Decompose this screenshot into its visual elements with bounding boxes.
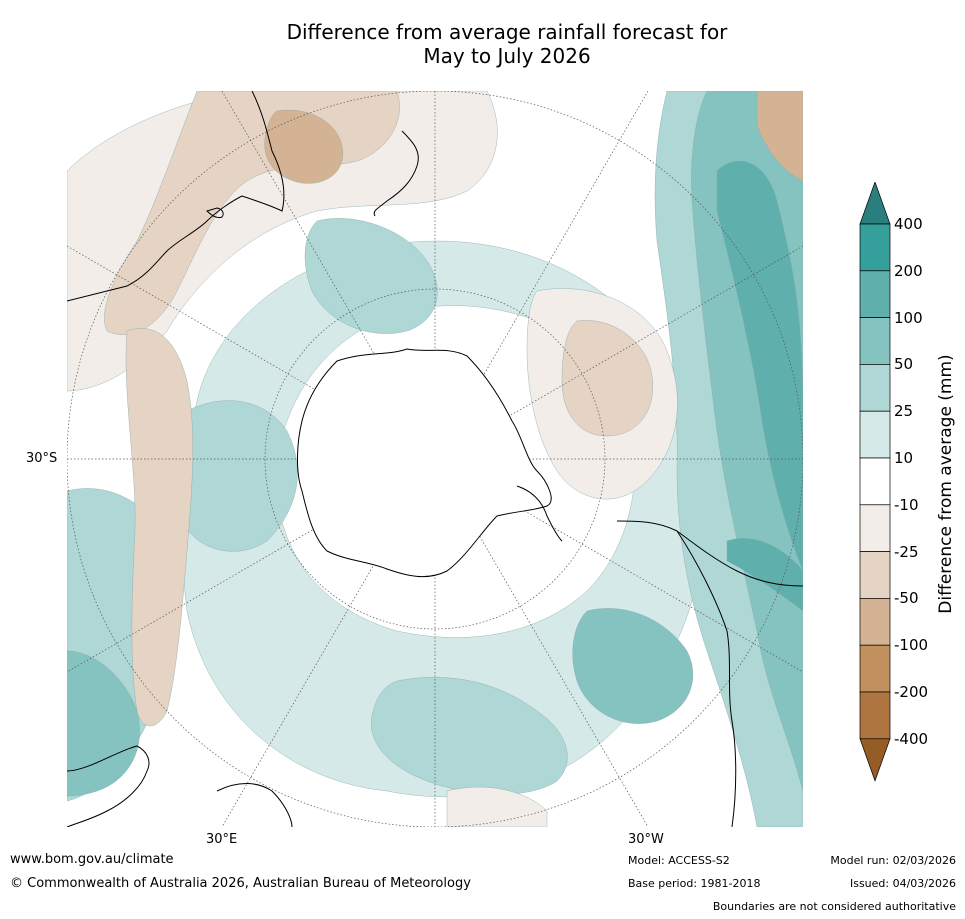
copyright-text: © Commonwealth of Australia 2026, Austra… (10, 876, 471, 891)
lon-label-30w: 30°W (628, 832, 664, 847)
south-america-outline (616, 520, 803, 587)
tasmania-outline (206, 207, 224, 219)
field-brown-25-westward (125, 328, 193, 727)
lat-label-30s: 30°S (26, 451, 58, 466)
rainfall-map[interactable] (67, 91, 803, 827)
disclaimer-text: Boundaries are not considered authoritat… (712, 900, 956, 913)
website-link[interactable]: www.bom.gov.au/climate (10, 852, 174, 867)
colorbar-tick-label: -200 (894, 683, 929, 701)
africa-outline (67, 745, 150, 827)
model-text: Model: ACCESS-S2 (628, 854, 730, 867)
base-period-text: Base period: 1981-2018 (628, 877, 761, 890)
title-line-1: Difference from average rainfall forecas… (286, 20, 728, 44)
field-teal-25-pacific (304, 218, 438, 334)
antarctic-peninsula (516, 485, 563, 542)
map-title: Difference from average rainfall forecas… (0, 20, 965, 68)
title-line-2: May to July 2026 (423, 44, 591, 68)
field-teal-25-south (371, 677, 568, 795)
model-run-text: Model run: 02/03/2026 (830, 854, 956, 867)
colorbar-tick-label: 25 (894, 402, 914, 421)
rainfall-map-svg (67, 91, 803, 827)
south-america-east-coast (676, 530, 737, 827)
new-zealand-outline (373, 130, 419, 217)
madagascar-outline (216, 783, 293, 827)
field-brown-10-southern (446, 786, 548, 827)
colorbar-segment (859, 644, 891, 693)
colorbar-over-triangle (859, 182, 891, 225)
colorbar-segment (859, 598, 891, 646)
colorbar-tick-label: 100 (894, 308, 923, 327)
colorbar-title: Difference from average (mm) (936, 354, 956, 614)
colorbar-segment (859, 270, 891, 318)
colorbar (859, 182, 891, 782)
colorbar-tick-label: 200 (894, 261, 923, 280)
colorbar-under-triangle (859, 738, 891, 782)
issued-text: Issued: 04/03/2026 (849, 877, 956, 890)
colorbar-tick-label: -25 (894, 542, 919, 561)
colorbar-segment (859, 364, 891, 412)
australia-outline (67, 91, 285, 302)
field-teal-100-andes (726, 538, 803, 612)
colorbar-segment (859, 317, 891, 365)
field-brown-25-ne-corner (756, 91, 803, 182)
antarctica-outline (296, 348, 552, 578)
colorbar-tick-label: 10 (894, 449, 914, 467)
colorbar-segment (859, 223, 891, 272)
graticule-circle-2 (264, 288, 606, 630)
colorbar-segment (859, 410, 891, 459)
colorbar-segment (859, 691, 891, 740)
colorbar-segment (859, 504, 891, 552)
colorbar-tick-label: -400 (894, 729, 929, 748)
colorbar-tick-label: 50 (894, 355, 914, 374)
lon-label-30e: 30°E (206, 832, 238, 847)
field-teal-50-south (572, 608, 694, 724)
colorbar-segment (859, 457, 891, 506)
colorbar-segment (859, 551, 891, 599)
field-teal-50-sw (67, 650, 140, 797)
colorbar-tick-label: -50 (894, 589, 919, 608)
colorbar-tick-label: 400 (894, 215, 923, 233)
colorbar-tick-label: -10 (894, 495, 919, 514)
colorbar-tick-label: -100 (894, 636, 929, 655)
colorbar-segments (859, 182, 891, 782)
